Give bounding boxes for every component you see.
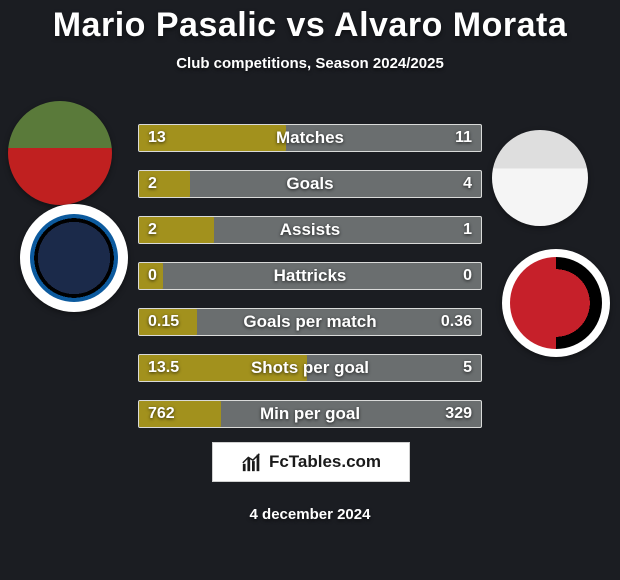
stat-label: Shots per goal	[138, 354, 482, 382]
stat-row: 24Goals	[138, 170, 482, 198]
stat-row: 13.55Shots per goal	[138, 354, 482, 382]
club-right-badge	[502, 249, 610, 357]
stat-label: Goals	[138, 170, 482, 198]
page-title: Mario Pasalic vs Alvaro Morata	[0, 0, 620, 45]
stat-label: Matches	[138, 124, 482, 152]
chart-icon	[241, 451, 263, 473]
club-left-badge	[20, 204, 128, 312]
brand-box: FcTables.com	[212, 442, 410, 482]
stat-label: Hattricks	[138, 262, 482, 290]
stat-label: Assists	[138, 216, 482, 244]
stat-row: 762329Min per goal	[138, 400, 482, 428]
brand-text: FcTables.com	[269, 452, 381, 472]
stat-label: Min per goal	[138, 400, 482, 428]
player-left-avatar	[8, 101, 112, 205]
stat-row: 1311Matches	[138, 124, 482, 152]
stat-row: 21Assists	[138, 216, 482, 244]
player-right-avatar	[492, 130, 588, 226]
stat-row: 00Hattricks	[138, 262, 482, 290]
stat-label: Goals per match	[138, 308, 482, 336]
comparison-bars: 1311Matches 24Goals 21Assists 00Hattricks 0.…	[138, 124, 482, 446]
subtitle: Club competitions, Season 2024/2025	[0, 55, 620, 72]
stat-row: 0.150.36Goals per match	[138, 308, 482, 336]
date-text: 4 december 2024	[0, 506, 620, 523]
